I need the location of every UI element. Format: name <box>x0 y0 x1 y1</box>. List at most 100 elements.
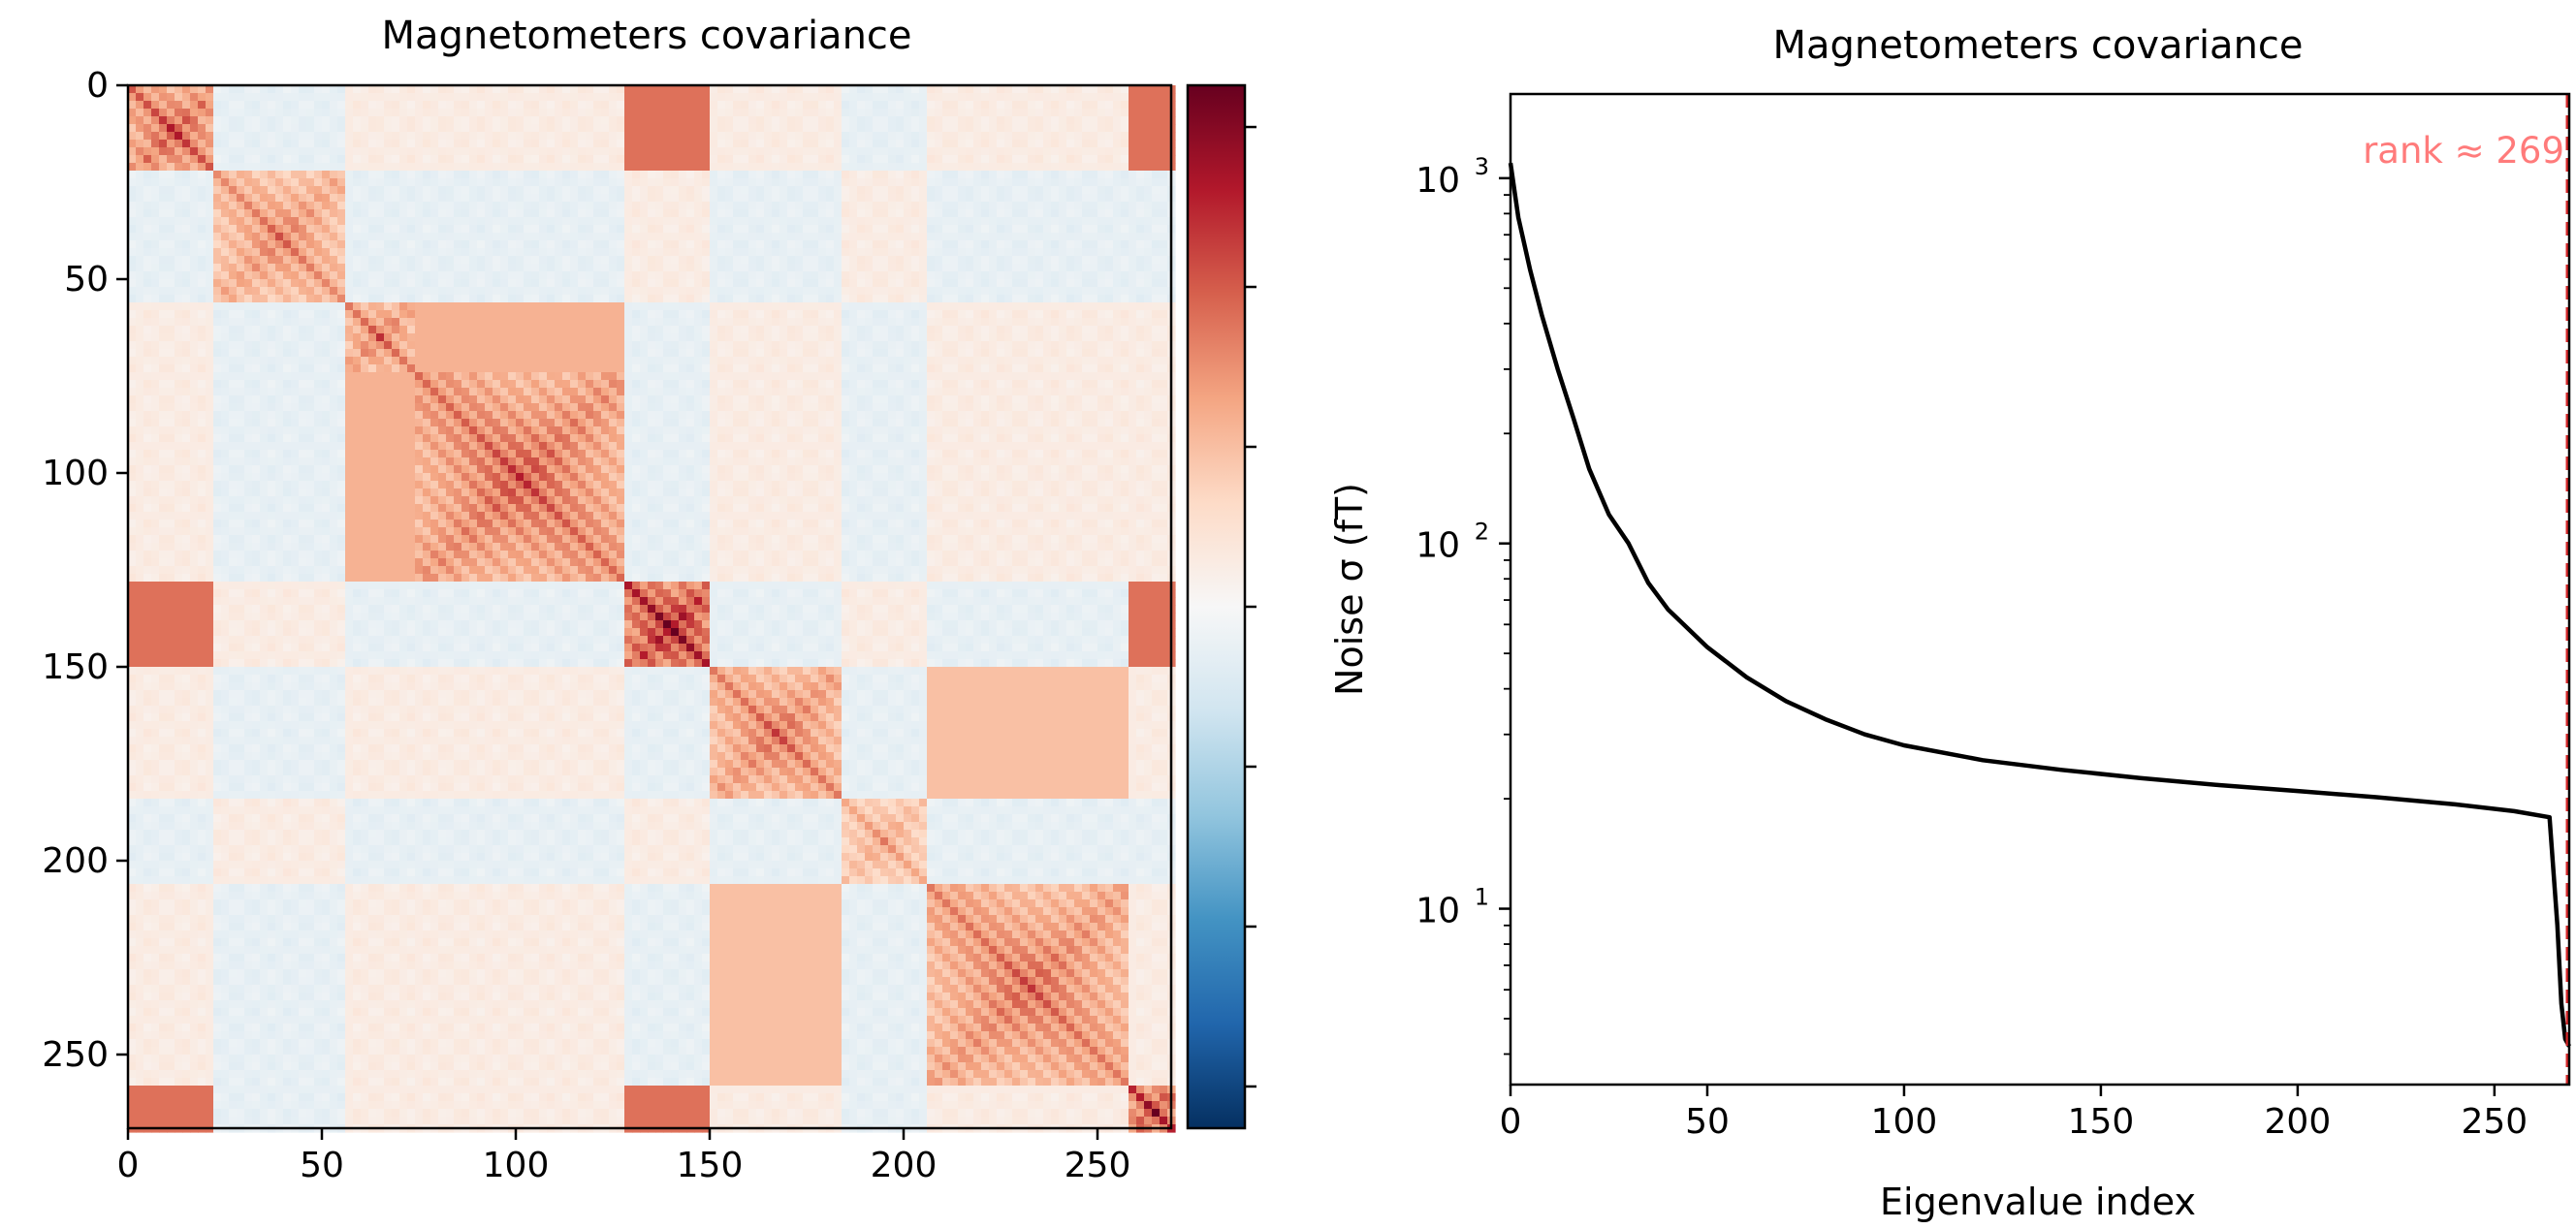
heatmap-cell <box>772 326 780 334</box>
heatmap-cell <box>927 171 936 179</box>
heatmap-cell <box>950 209 959 218</box>
heatmap-cell <box>322 101 331 110</box>
heatmap-cell <box>461 295 470 303</box>
heatmap-cell <box>438 333 447 342</box>
heatmap-cell <box>1004 287 1013 296</box>
heatmap-cell <box>345 194 354 203</box>
heatmap-cell <box>493 248 501 257</box>
heatmap-cell <box>694 101 703 110</box>
heatmap-cell <box>973 326 982 334</box>
heatmap-cell <box>880 295 889 303</box>
heatmap-cell <box>663 124 672 133</box>
heatmap-cell <box>779 302 788 311</box>
heatmap-cell <box>1035 225 1044 234</box>
heatmap-cell <box>399 279 408 288</box>
heatmap-cell <box>516 302 525 311</box>
heatmap-cell <box>337 101 346 110</box>
heatmap-cell <box>244 194 253 203</box>
heatmap-cell <box>423 364 431 373</box>
heatmap-cell <box>834 116 843 125</box>
heatmap-cell <box>911 326 920 334</box>
heatmap-cell <box>516 295 525 303</box>
heatmap-cell <box>213 132 222 141</box>
heatmap-cell <box>826 147 835 156</box>
heatmap-cell <box>1113 271 1122 280</box>
heatmap-cell <box>229 287 238 296</box>
heatmap-cell <box>1152 287 1161 296</box>
heatmap-cell <box>206 116 214 125</box>
heatmap-cell <box>493 225 501 234</box>
heatmap-cell <box>1097 155 1106 164</box>
heatmap-cell <box>1004 248 1013 257</box>
heatmap-cell <box>190 217 199 226</box>
heatmap-cell <box>516 349 525 358</box>
heatmap-cell <box>547 287 556 296</box>
heatmap-cell <box>857 202 866 210</box>
heatmap-cell <box>779 140 788 148</box>
heatmap-cell <box>756 93 765 102</box>
heatmap-cell <box>1113 357 1122 365</box>
heatmap-cell <box>710 318 718 327</box>
heatmap-cell <box>446 140 455 148</box>
heatmap-cell <box>865 287 874 296</box>
heatmap-cell <box>314 225 323 234</box>
heatmap-cell <box>446 85 455 94</box>
heatmap-cell <box>182 240 191 249</box>
heatmap-cell <box>524 279 532 288</box>
heatmap-cell <box>1004 326 1013 334</box>
heatmap-cell <box>927 194 936 203</box>
heatmap-cell <box>461 186 470 195</box>
heatmap-cell <box>911 109 920 117</box>
heatmap-cell <box>524 194 532 203</box>
heatmap-cell <box>663 101 672 110</box>
heatmap-cell <box>531 202 540 210</box>
heatmap-cell <box>1043 310 1052 319</box>
heatmap-cell <box>407 124 416 133</box>
heatmap-cell <box>438 178 447 187</box>
heatmap-cell <box>151 271 160 280</box>
heatmap-cell <box>640 132 649 141</box>
heatmap-cell <box>1105 132 1114 141</box>
heatmap-cell <box>438 256 447 265</box>
heatmap-cell <box>981 364 990 373</box>
heatmap-cell <box>500 364 509 373</box>
heatmap-cell <box>151 295 160 303</box>
heatmap-cell <box>1066 85 1075 94</box>
heatmap-cell <box>244 155 253 164</box>
heatmap-cell <box>1074 202 1083 210</box>
heatmap-cell <box>159 147 168 156</box>
heatmap-cell <box>206 326 214 334</box>
heatmap-cell <box>407 225 416 234</box>
heatmap-cell <box>632 333 641 342</box>
heatmap-cell <box>477 101 486 110</box>
heatmap-cell <box>190 271 199 280</box>
heatmap-cell <box>1074 264 1083 272</box>
heatmap-cell <box>539 124 548 133</box>
heatmap-cell <box>601 132 610 141</box>
heatmap-cell <box>392 349 400 358</box>
heatmap-cell <box>1059 202 1067 210</box>
heatmap-cell <box>733 194 742 203</box>
heatmap-cell <box>1160 202 1168 210</box>
heatmap-cell <box>958 147 967 156</box>
heatmap-cell <box>1144 186 1153 195</box>
heatmap-cell <box>167 109 175 117</box>
heatmap-cell <box>314 85 323 94</box>
heatmap-cell <box>927 155 936 164</box>
heatmap-cell <box>237 279 245 288</box>
heatmap-cell <box>725 364 734 373</box>
heatmap-cell <box>593 233 602 241</box>
heatmap-cell <box>454 333 462 342</box>
heatmap-cell <box>562 101 571 110</box>
heatmap-cell <box>686 171 695 179</box>
heatmap-cell <box>555 124 563 133</box>
heatmap-cell <box>1160 240 1168 249</box>
heatmap-cell <box>384 318 393 327</box>
heatmap-cell <box>1074 124 1083 133</box>
heatmap-cell <box>461 248 470 257</box>
heatmap-cell <box>803 364 811 373</box>
heatmap-cell <box>989 93 998 102</box>
heatmap-cell <box>873 349 881 358</box>
heatmap-cell <box>275 248 284 257</box>
heatmap-cell <box>1121 85 1129 94</box>
